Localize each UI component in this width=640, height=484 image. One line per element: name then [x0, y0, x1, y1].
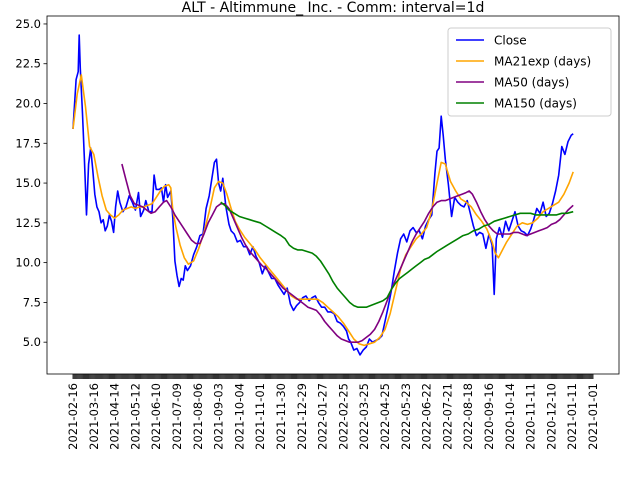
x-tick-label: 2021-04-14: [108, 383, 122, 450]
y-tick-label: 10.0: [15, 256, 41, 270]
legend: Close MA21exp (days) MA50 (days) MA150 (day…: [447, 27, 612, 117]
x-tick-label: 2021-07-09: [170, 383, 184, 450]
series-layer: [72, 34, 574, 356]
x-tick-label: 2021-01-01: [586, 383, 600, 450]
y-tick-label: 17.5: [15, 136, 41, 150]
y-tick-label: 25.0: [15, 17, 41, 31]
series-line-1: [72, 34, 574, 356]
x-tick-label: 2021-05-12: [128, 383, 142, 450]
x-tick-label: 2020-12-10: [544, 383, 558, 450]
y-tick-label: 5.0: [23, 335, 41, 349]
x-tick-label: 2021-02-16: [66, 383, 80, 450]
legend-box: [447, 27, 612, 117]
y-tick-label: 22.5: [15, 57, 41, 71]
x-tick-label: 2020-10-14: [503, 383, 517, 450]
series-line-2: [72, 74, 574, 347]
x-tick-label: 2021-08-06: [191, 383, 205, 450]
x-tick-label: 2021-11-01: [253, 383, 267, 450]
x-tick-label: 2020-11-11: [524, 383, 538, 450]
x-tick-label: 2022-06-22: [420, 383, 434, 450]
x-tick-label: 2021-11-30: [274, 383, 288, 450]
x-tick-label: 2022-08-18: [461, 383, 475, 450]
y-tick-label: 15.0: [15, 176, 41, 190]
x-tick-label: 2021-12-29: [295, 383, 309, 450]
y-tick-label: 12.5: [15, 216, 41, 230]
x-tick-label: 2021-09-03: [212, 383, 226, 450]
series-line-4: [220, 201, 574, 308]
x-tick-label: 2020-09-16: [482, 383, 496, 450]
x-tick-label: 2022-05-23: [399, 383, 413, 450]
x-tick-label: 2022-03-25: [357, 383, 371, 450]
x-tick-label: 2022-07-21: [440, 383, 454, 450]
legend-label: Close: [494, 34, 527, 48]
x-tick-label: 2021-06-10: [149, 383, 163, 450]
x-tick-label: 2021-10-04: [232, 383, 246, 450]
x-tick-label: 2022-02-25: [336, 383, 350, 450]
x-tick-label: 2022-01-27: [316, 383, 330, 450]
series-line-3: [121, 163, 574, 343]
x-tick-label: 2021-03-16: [87, 383, 101, 450]
y-tick-label: 20.0: [15, 97, 41, 111]
x-tick-label: 2022-04-25: [378, 383, 392, 450]
legend-label: MA50 (days): [494, 76, 569, 90]
y-tick-label: 7.5: [23, 295, 41, 309]
x-axis: 2021-02-16 2021-03-16 2021-04-14 2021-05-12…: [66, 374, 600, 450]
legend-label: MA21exp (days): [494, 55, 591, 69]
x-tick-label: 2021-01-11: [565, 383, 579, 450]
chart-title: ALT - Altimmune_ Inc. - Comm: interval=1…: [182, 0, 485, 16]
y-axis: 5.0 7.5 10.0 12.5 15.0 17.5 20.0 22.5 25.0: [15, 17, 47, 349]
legend-label: MA150 (days): [494, 97, 577, 111]
